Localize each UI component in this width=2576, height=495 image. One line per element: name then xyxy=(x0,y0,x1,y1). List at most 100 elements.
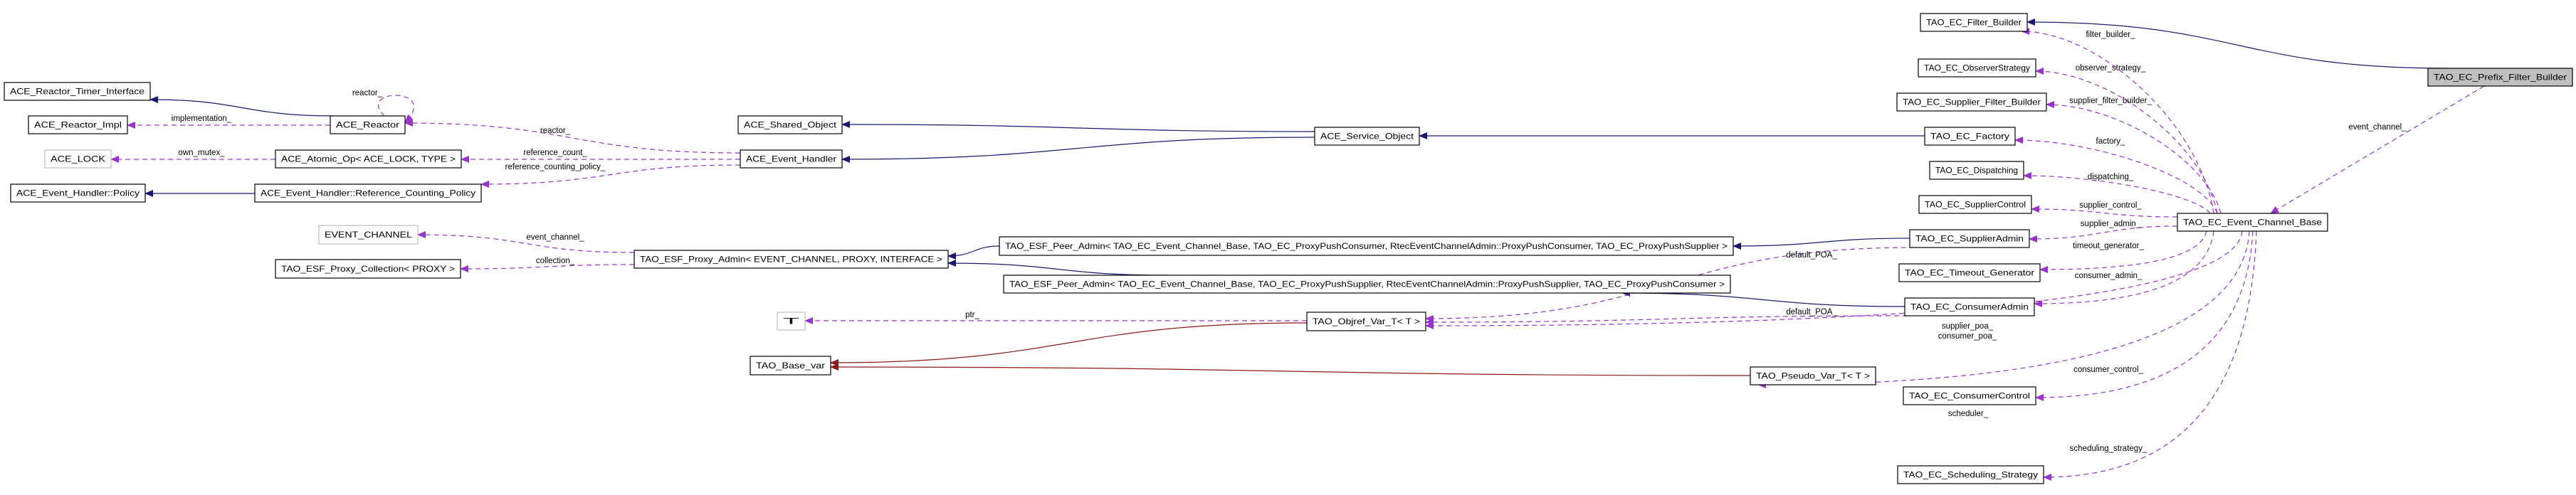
usage-edge xyxy=(460,264,635,272)
edge-label: ptr_ xyxy=(965,311,979,319)
class-box xyxy=(275,149,462,169)
class-box xyxy=(10,183,146,203)
edge-label: timeout_generator_ xyxy=(2073,242,2144,250)
class-label: ACE_Reactor_Timer_Interface xyxy=(10,87,144,97)
class-node-sctl[interactable]: TAO_EC_SupplierControl xyxy=(1918,195,2032,214)
class-label: T xyxy=(783,316,801,326)
class-node-service[interactable]: ACE_Service_Object xyxy=(1314,127,1420,146)
class-node-tgen[interactable]: TAO_EC_Timeout_Generator xyxy=(1898,263,2041,282)
class-box xyxy=(1929,161,2024,180)
class-node-evch[interactable]: EVENT_CHANNEL xyxy=(318,225,419,245)
class-label: EVENT_CHANNEL xyxy=(325,230,412,240)
edge-label: default_POA_ xyxy=(1786,308,1837,316)
usage-edge xyxy=(2035,68,2218,214)
class-node-obs[interactable]: TAO_EC_ObserverStrategy xyxy=(1918,58,2036,78)
edge-label: factory_ xyxy=(2096,137,2126,146)
class-box xyxy=(1314,127,1420,146)
inheritance-edge xyxy=(841,137,1315,163)
inheritance-edge xyxy=(2026,18,2449,69)
edge-label: reactor_ xyxy=(352,89,383,97)
class-node-ecbase[interactable]: TAO_EC_Event_Channel_Base xyxy=(2177,213,2328,232)
class-label: ACE_Reactor xyxy=(336,120,399,130)
class-label: TAO_Pseudo_Var_T< T > xyxy=(1756,371,1870,381)
class-box xyxy=(1898,263,2041,282)
edge-label: dispatching_ xyxy=(2088,173,2134,181)
class-label: TAO_ESF_Proxy_Admin< EVENT_CHANNEL, PROX… xyxy=(640,255,942,265)
usage-edge xyxy=(2046,101,2222,214)
template-edge xyxy=(830,363,1751,376)
usage-edge xyxy=(404,119,741,154)
class-node-impl[interactable]: ACE_Reactor_Impl xyxy=(28,115,128,134)
inheritance-edge xyxy=(947,260,1168,276)
class-label: TAO_EC_Filter_Builder xyxy=(1926,18,2022,28)
inheritance-edge xyxy=(841,121,1315,132)
class-node-sched[interactable]: TAO_EC_Scheduling_Strategy xyxy=(1897,465,2044,484)
class-node-objref[interactable]: TAO_Objref_Var_T< T > xyxy=(1306,312,1426,331)
class-box xyxy=(1750,366,1876,385)
class-box xyxy=(750,356,831,376)
class-label: TAO_EC_Scheduling_Strategy xyxy=(1903,470,2038,480)
usage-edge xyxy=(2039,230,2207,273)
class-label: ACE_Shared_Object xyxy=(744,120,837,130)
class-node-prefix[interactable]: TAO_EC_Prefix_Filter_Builder xyxy=(2427,68,2573,87)
inheritance-edge xyxy=(1733,238,1910,250)
usage-edge xyxy=(2023,172,2211,214)
class-box xyxy=(318,225,419,245)
class-box xyxy=(275,259,461,279)
class-label: TAO_EC_ObserverStrategy xyxy=(1924,63,2030,73)
class-node-rcp[interactable]: ACE_Event_Handler::Reference_Counting_Po… xyxy=(254,183,482,203)
class-box xyxy=(777,312,806,331)
usage-edge xyxy=(2029,225,2178,243)
usage-edge xyxy=(2035,230,2254,401)
class-box xyxy=(999,236,1734,256)
class-node-basevar[interactable]: TAO_Base_var xyxy=(750,356,831,376)
class-label: ACE_LOCK xyxy=(51,154,105,164)
inheritance-edge xyxy=(149,96,335,117)
class-node-pseudo[interactable]: TAO_Pseudo_Var_T< T > xyxy=(1750,366,1876,385)
class-node-coll[interactable]: TAO_ESF_Proxy_Collection< PROXY > xyxy=(275,259,461,279)
nodes-layer: ACE_Reactor_Timer_Interface ACE_Reactor_I… xyxy=(4,13,2573,484)
class-label: ACE_Event_Handler::Reference_Counting_Po… xyxy=(261,188,475,198)
class-node-padmin[interactable]: TAO_ESF_Proxy_Admin< EVENT_CHANNEL, PROX… xyxy=(634,250,949,269)
class-box xyxy=(1003,275,1731,294)
class-node-T[interactable]: T xyxy=(777,312,806,331)
usage-edge xyxy=(2043,230,2257,481)
inheritance-edge xyxy=(947,245,1000,260)
class-box xyxy=(2177,213,2328,232)
class-box xyxy=(1918,195,2032,214)
class-node-lock[interactable]: ACE_LOCK xyxy=(44,149,112,169)
class-box xyxy=(44,149,112,169)
class-label: ACE_Event_Handler::Policy xyxy=(16,188,140,198)
class-node-reactor[interactable]: ACE_Reactor xyxy=(330,115,406,134)
class-node-peer1[interactable]: TAO_ESF_Peer_Admin< TAO_EC_Event_Channel… xyxy=(999,236,1734,256)
class-node-fb[interactable]: TAO_EC_Filter_Builder xyxy=(1920,13,2028,32)
class-label: TAO_EC_ConsumerAdmin xyxy=(1910,302,2029,312)
class-box xyxy=(1903,386,2036,405)
class-node-sadm[interactable]: TAO_EC_SupplierAdmin xyxy=(1909,229,2030,248)
class-node-cctl[interactable]: TAO_EC_ConsumerControl xyxy=(1903,386,2036,405)
class-node-policy[interactable]: ACE_Event_Handler::Policy xyxy=(10,183,146,203)
class-node-atomic[interactable]: ACE_Atomic_Op< ACE_LOCK, TYPE > xyxy=(275,149,462,169)
class-box xyxy=(634,250,949,269)
usage-edge xyxy=(2270,85,2485,214)
class-node-handler[interactable]: ACE_Event_Handler xyxy=(740,149,843,169)
edge-labels-layer: implementation_ reactor_ own_mutex_ reactor… xyxy=(172,31,2407,453)
edge-label: event_channel_ xyxy=(526,233,584,242)
template-edge xyxy=(830,322,1308,366)
edge-label: scheduling_strategy_ xyxy=(2070,445,2147,453)
class-node-cadm[interactable]: TAO_EC_ConsumerAdmin xyxy=(1904,297,2035,316)
class-node-peer2[interactable]: TAO_ESF_Peer_Admin< TAO_EC_Event_Channel… xyxy=(1003,275,1731,294)
edge-label: collection_ xyxy=(536,257,575,265)
edge-label: implementation_ xyxy=(172,115,232,123)
class-node-disp[interactable]: TAO_EC_Dispatching xyxy=(1929,161,2024,180)
class-node-shared[interactable]: ACE_Shared_Object xyxy=(737,115,843,134)
class-box xyxy=(1904,297,2035,316)
class-label: TAO_EC_Supplier_Filter_Builder xyxy=(1903,97,2041,107)
class-box xyxy=(2427,68,2573,87)
class-node-sfb[interactable]: TAO_EC_Supplier_Filter_Builder xyxy=(1896,92,2047,112)
class-label: ACE_Atomic_Op< ACE_LOCK, TYPE > xyxy=(281,154,456,164)
class-node-timer[interactable]: ACE_Reactor_Timer_Interface xyxy=(4,82,151,101)
class-node-factory[interactable]: TAO_EC_Factory xyxy=(1924,127,2016,146)
usage-edge xyxy=(2031,206,2178,218)
